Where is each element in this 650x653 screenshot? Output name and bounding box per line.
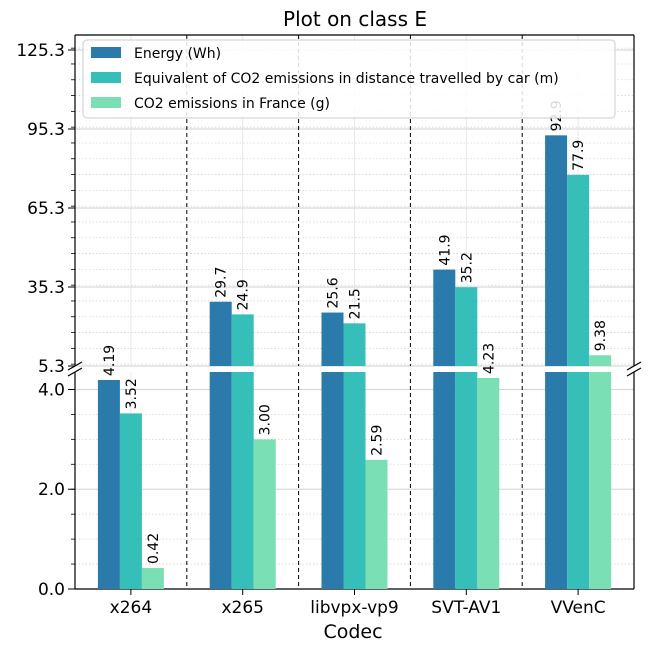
lower-y-tick-label: 4.0 bbox=[38, 380, 65, 400]
bar-upper bbox=[343, 323, 366, 366]
bar-value-label: 41.9 bbox=[437, 234, 453, 265]
x-tick-label: libvpx-vp9 bbox=[310, 598, 399, 618]
upper-y-tick-label: 125.3 bbox=[16, 41, 65, 61]
bar-lower bbox=[253, 439, 276, 589]
bar-lower bbox=[343, 372, 366, 589]
x-tick-label: x264 bbox=[110, 598, 153, 618]
bar-value-label: 21.5 bbox=[348, 288, 364, 319]
upper-y-tick-label: 95.3 bbox=[27, 120, 65, 140]
bar-lower bbox=[321, 372, 344, 589]
bar-lower bbox=[141, 568, 164, 589]
axis-break-mark-left bbox=[67, 367, 83, 377]
bar-value-label: 35.2 bbox=[459, 252, 475, 283]
x-tick-label: x265 bbox=[221, 598, 264, 618]
bar-upper bbox=[231, 314, 254, 366]
lower-y-tick-label: 2.0 bbox=[38, 480, 65, 500]
bar-lower bbox=[477, 377, 500, 589]
bar-lower bbox=[97, 379, 120, 589]
lower-panel: 0.0 2.0 4.0 bbox=[38, 372, 635, 600]
bar-lower bbox=[567, 372, 590, 589]
bar-lower bbox=[455, 372, 478, 589]
legend-box bbox=[82, 39, 616, 119]
bar-value-label: 77.9 bbox=[571, 140, 587, 171]
x-axis-label: Codec bbox=[323, 621, 382, 643]
x-tick-label: SVT-AV1 bbox=[431, 598, 501, 618]
axis-break-mark-right bbox=[626, 361, 642, 371]
bar-value-label: 4.19 bbox=[102, 345, 118, 376]
bar-lower bbox=[433, 372, 456, 589]
bar-value-label: 4.23 bbox=[481, 343, 497, 374]
bar-value-label: 0.42 bbox=[146, 533, 162, 564]
bars bbox=[67, 135, 642, 589]
axis-break-gap bbox=[74, 367, 635, 371]
upper-y-tick-label: 35.3 bbox=[27, 278, 65, 298]
bar-upper bbox=[455, 287, 478, 366]
legend-entry-label: Energy (Wh) bbox=[134, 46, 221, 62]
bar-value-label: 3.00 bbox=[258, 404, 274, 435]
bar-upper bbox=[433, 269, 456, 366]
legend-entry-label: Equivalent of CO2 emissions in distance … bbox=[134, 71, 559, 87]
bar-lower bbox=[209, 372, 232, 589]
legend-swatch bbox=[91, 72, 121, 83]
bar-value-label: 9.38 bbox=[593, 320, 609, 351]
bar-value-label: 24.9 bbox=[236, 279, 252, 310]
lower-y-tick-label: 0.0 bbox=[38, 580, 65, 600]
bar-value-label: 2.59 bbox=[370, 425, 386, 456]
bar-value-label: 25.6 bbox=[326, 277, 342, 308]
bar-lower bbox=[545, 372, 568, 589]
bar-upper bbox=[545, 135, 568, 366]
bar-upper bbox=[209, 301, 232, 366]
bar-upper bbox=[567, 174, 590, 366]
bar-upper bbox=[321, 312, 344, 366]
bar-value-label: 29.7 bbox=[214, 267, 230, 298]
bar-lower bbox=[119, 413, 142, 589]
legend-swatch bbox=[91, 97, 121, 108]
bar-lower bbox=[231, 372, 254, 589]
chart-title: Plot on class E bbox=[283, 7, 427, 31]
axis-break-mark-right bbox=[626, 367, 642, 377]
axis-break-mark-left bbox=[67, 361, 83, 371]
legend-swatch bbox=[91, 47, 121, 58]
upper-y-tick-label: 65.3 bbox=[27, 199, 65, 219]
legend: Energy (Wh) Equivalent of CO2 emissions i… bbox=[82, 39, 616, 119]
legend-entry-label: CO2 emissions in France (g) bbox=[134, 96, 330, 112]
x-axis-ticks: x264 x265 libvpx-vp9 SVT-AV1 VVenC bbox=[110, 589, 606, 618]
upper-y-tick-label: 5.3 bbox=[38, 357, 65, 377]
bar-lower bbox=[365, 459, 388, 589]
bar-value-label: 3.52 bbox=[124, 378, 140, 409]
bar-lower bbox=[589, 372, 612, 589]
x-tick-label: VVenC bbox=[551, 598, 606, 618]
bar-upper bbox=[589, 355, 612, 366]
